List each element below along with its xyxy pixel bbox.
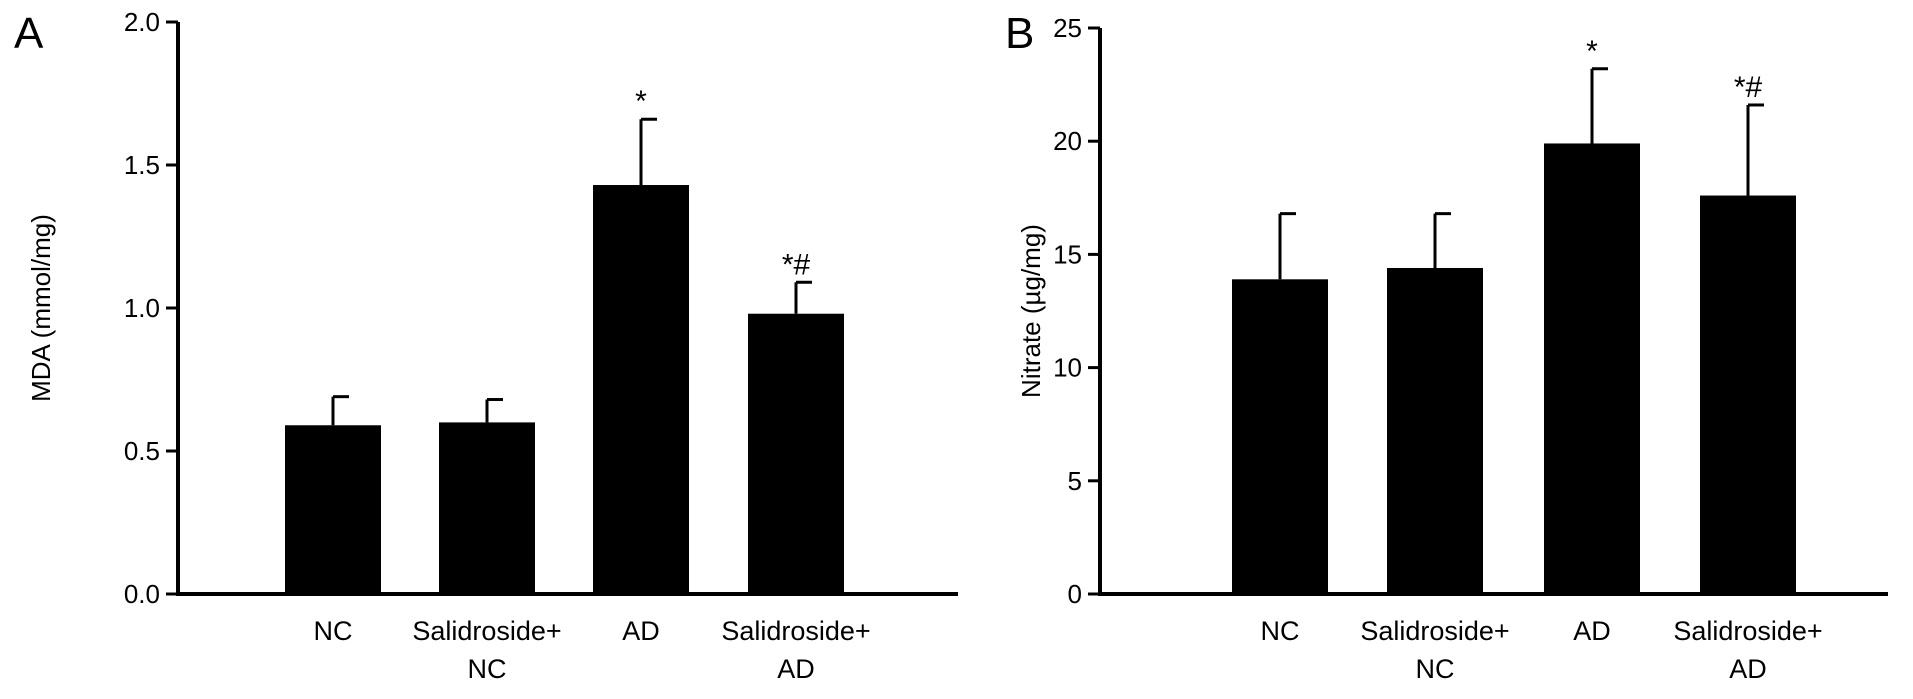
bar: [1232, 279, 1328, 594]
y-tick-label: 1.0: [124, 293, 160, 323]
y-tick-label: 20: [1053, 126, 1082, 156]
significance-marker: *#: [1734, 71, 1763, 104]
y-axis-title: MDA (mmol/mg): [26, 214, 56, 402]
x-tick-label: Salidroside+: [412, 616, 561, 646]
x-tick-label: NC: [1261, 616, 1300, 646]
significance-marker: *: [1586, 35, 1598, 68]
x-tick-label: AD: [622, 616, 660, 646]
chart-panel-a: A MDA (mmol/mg) NC Salidroside+ NC * AD *# Salid…: [14, 7, 958, 684]
bar: [1700, 195, 1796, 594]
bar: [1387, 267, 1483, 594]
x-tick-label: Salidroside+: [1673, 616, 1822, 646]
x-tick-label: NC: [314, 616, 353, 646]
bar: [1544, 143, 1640, 595]
y-tick-label: 10: [1053, 353, 1082, 383]
bar: [439, 422, 535, 594]
x-tick-label: NC: [1416, 654, 1455, 684]
x-tick-label: AD: [777, 654, 815, 684]
x-tick-label: AD: [1573, 616, 1611, 646]
bar: [748, 313, 844, 594]
y-tick-label: 15: [1053, 239, 1082, 269]
y-tick-label: 1.5: [124, 150, 160, 180]
y-tick-label: 0.0: [124, 579, 160, 609]
bar: [285, 425, 381, 594]
y-tick-label: 0: [1068, 579, 1082, 609]
x-tick-label: AD: [1729, 654, 1767, 684]
y-tick-label: 25: [1053, 13, 1082, 43]
panel-letter: B: [1005, 9, 1034, 58]
y-tick-label: 5: [1068, 466, 1082, 496]
significance-marker: *#: [782, 248, 811, 281]
significance-marker: *: [635, 85, 647, 118]
x-tick-label: Salidroside+: [721, 616, 870, 646]
x-tick-label: NC: [468, 654, 507, 684]
y-tick-label: 0.5: [124, 436, 160, 466]
chart-panel-b: B Nitrate (µg/mg) NC Salidroside+ NC * AD *# Sal…: [1005, 9, 1888, 684]
x-tick-label: Salidroside+: [1360, 616, 1509, 646]
bar: [593, 185, 689, 594]
y-axis-title: Nitrate (µg/mg): [1016, 224, 1046, 398]
y-tick-label: 2.0: [124, 7, 160, 37]
panel-letter: A: [14, 9, 44, 58]
